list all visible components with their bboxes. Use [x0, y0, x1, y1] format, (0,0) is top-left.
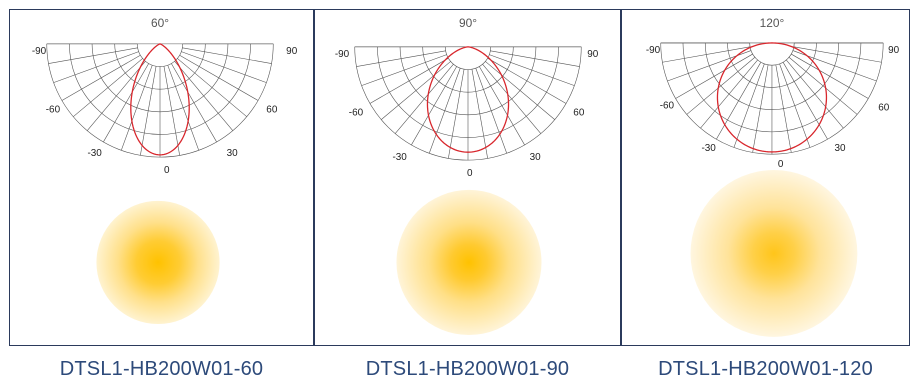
polar-spoke — [482, 64, 542, 134]
angle-label-minus-60: -60 — [349, 107, 364, 118]
polar-spoke — [381, 61, 451, 120]
angle-label-minus-30: -30 — [87, 148, 102, 159]
light-spot — [396, 189, 542, 335]
polar-spoke — [662, 46, 751, 63]
polar-spoke — [61, 54, 141, 101]
intensity-curve — [716, 42, 828, 153]
polar-spoke — [369, 57, 449, 104]
polar-spoke — [103, 63, 149, 143]
polar-spoke — [448, 69, 465, 159]
beam-angle-title: 60° — [151, 16, 169, 30]
angle-label-minus-90: -90 — [32, 46, 47, 57]
polar-spoke — [171, 63, 217, 143]
angle-label-90: 90 — [888, 45, 900, 56]
polar-spoke — [475, 68, 508, 154]
angle-label-0: 0 — [778, 159, 784, 170]
light-distribution-panel-90: 90° -90 90 -60 60 -30 30 0 — [314, 9, 621, 346]
polar-spoke — [120, 65, 153, 151]
polar-spoke — [163, 66, 180, 156]
angle-label-minus-60: -60 — [660, 100, 675, 111]
angle-label-0: 0 — [467, 168, 473, 179]
beam-angle-title: 90° — [459, 16, 477, 30]
polar-spoke — [752, 64, 769, 153]
polar-spoke — [394, 64, 454, 134]
angle-label-30: 30 — [530, 152, 542, 163]
polar-spoke — [779, 63, 811, 148]
angle-label-60: 60 — [573, 107, 585, 118]
polar-spoke — [356, 50, 446, 67]
polar-spoke — [793, 46, 882, 63]
polar-spoke — [167, 65, 200, 151]
angle-label-minus-90: -90 — [335, 49, 350, 60]
angle-label-minus-30: -30 — [701, 143, 716, 154]
polar-spoke — [489, 54, 575, 86]
angle-label-30: 30 — [227, 148, 239, 159]
light-distribution-panel-60: 60° -90 90 -60 60 -30 30 0 — [9, 9, 314, 346]
polar-spoke — [428, 68, 461, 154]
angle-label-30: 30 — [835, 143, 847, 154]
polar-spoke — [361, 54, 447, 86]
polar-spoke — [490, 50, 580, 67]
polar-spoke — [411, 66, 457, 146]
product-model-caption: DTSL1-HB200W01-60 — [59, 358, 264, 380]
angle-label-90: 90 — [286, 46, 298, 57]
polar-spoke — [485, 61, 555, 120]
polar-spoke — [181, 51, 267, 83]
polar-spoke — [716, 62, 762, 140]
polar-spoke — [140, 66, 157, 156]
polar-diagram-120: 120° -90 90 -60 60 -30 30 0 — [646, 16, 900, 337]
polar-spoke — [782, 62, 828, 140]
polar-grid — [660, 42, 884, 155]
polar-spoke — [487, 57, 567, 104]
beam-angle-title: 120° — [760, 16, 785, 30]
angle-label-90: 90 — [587, 49, 599, 60]
polar-spoke — [73, 58, 143, 117]
polar-spoke — [686, 57, 756, 115]
polar-spoke — [788, 57, 858, 115]
polar-spoke — [775, 64, 792, 153]
polar-spoke — [174, 61, 234, 131]
polar-spoke — [48, 47, 138, 64]
product-model-caption: DTSL1-HB200W01-120 — [658, 358, 873, 380]
polar-ring — [445, 46, 491, 70]
polar-diagram-60: 60° -90 90 -60 60 -30 30 0 — [32, 16, 298, 325]
intensity-curve — [130, 43, 190, 156]
angle-label-minus-30: -30 — [392, 152, 407, 163]
angle-label-minus-90: -90 — [646, 45, 661, 56]
angle-label-0: 0 — [164, 165, 170, 176]
light-distribution-panel-120: 120° -90 90 -60 60 -30 30 0 — [621, 9, 910, 346]
light-spot — [690, 170, 858, 337]
polar-spoke — [675, 53, 753, 99]
polar-spoke — [786, 59, 844, 129]
product-model-caption: DTSL1-HB200W01-90 — [365, 358, 570, 380]
polar-grid — [46, 43, 274, 158]
polar-spoke — [86, 61, 146, 131]
angle-label-60: 60 — [266, 104, 278, 115]
light-spot — [96, 200, 220, 325]
angle-label-60: 60 — [878, 102, 890, 113]
intensity-curve — [426, 46, 510, 153]
polar-spoke — [53, 51, 139, 83]
polar-spoke — [733, 63, 765, 148]
polar-spoke — [791, 53, 869, 99]
angle-label-minus-60: -60 — [46, 104, 61, 115]
polar-spoke — [471, 69, 488, 159]
polar-spoke — [479, 66, 525, 146]
polar-spoke — [700, 59, 758, 129]
polar-ring — [137, 43, 183, 67]
polar-spoke — [182, 47, 272, 64]
polar-spoke — [177, 58, 247, 117]
polar-grid — [354, 46, 582, 161]
polar-spoke — [179, 54, 259, 101]
polar-diagram-90: 90° -90 90 -60 60 -30 30 0 — [335, 16, 599, 335]
